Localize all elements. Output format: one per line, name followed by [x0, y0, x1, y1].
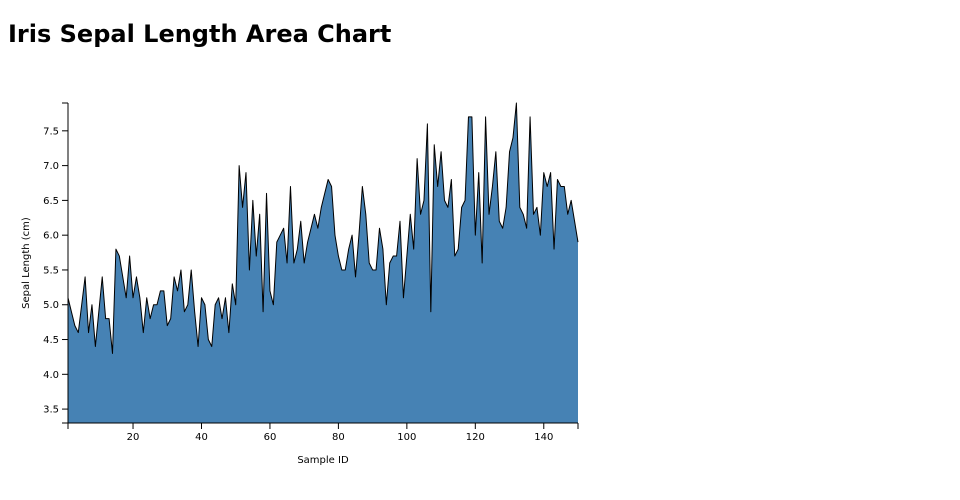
plot-area [67, 102, 579, 423]
x-tick-label: 140 [534, 432, 553, 443]
y-tick-label: 7.5 [43, 126, 59, 137]
area-fill [68, 103, 578, 423]
x-tick-label: 80 [332, 432, 345, 443]
y-tick-label: 6.5 [43, 196, 59, 207]
x-tick-label: 120 [466, 432, 485, 443]
y-axis-title: Sepal Length (cm) [21, 217, 32, 309]
y-tick-label: 7.0 [43, 161, 59, 172]
x-tick-label: 20 [127, 432, 140, 443]
y-tick-label: 4.0 [43, 370, 59, 381]
x-tick-label: 100 [397, 432, 416, 443]
y-tick-label: 5.5 [43, 265, 59, 276]
y-tick-label: 5.0 [43, 300, 59, 311]
y-tick-label: 4.5 [43, 335, 59, 346]
x-axis: 20 40 60 80 100 120 140 [67, 422, 579, 443]
y-tick-label: 3.5 [43, 405, 59, 416]
y-tick-label: 6.0 [43, 231, 59, 242]
x-tick-label: 40 [195, 432, 208, 443]
x-axis-title: Sample ID [297, 455, 349, 466]
chart-title: Iris Sepal Length Area Chart [8, 20, 392, 48]
x-tick-label: 60 [264, 432, 277, 443]
y-axis: 3.5 4.0 4.5 5.0 5.5 6.0 6.5 7.0 7.5 [43, 102, 69, 424]
area-line [67, 102, 579, 354]
